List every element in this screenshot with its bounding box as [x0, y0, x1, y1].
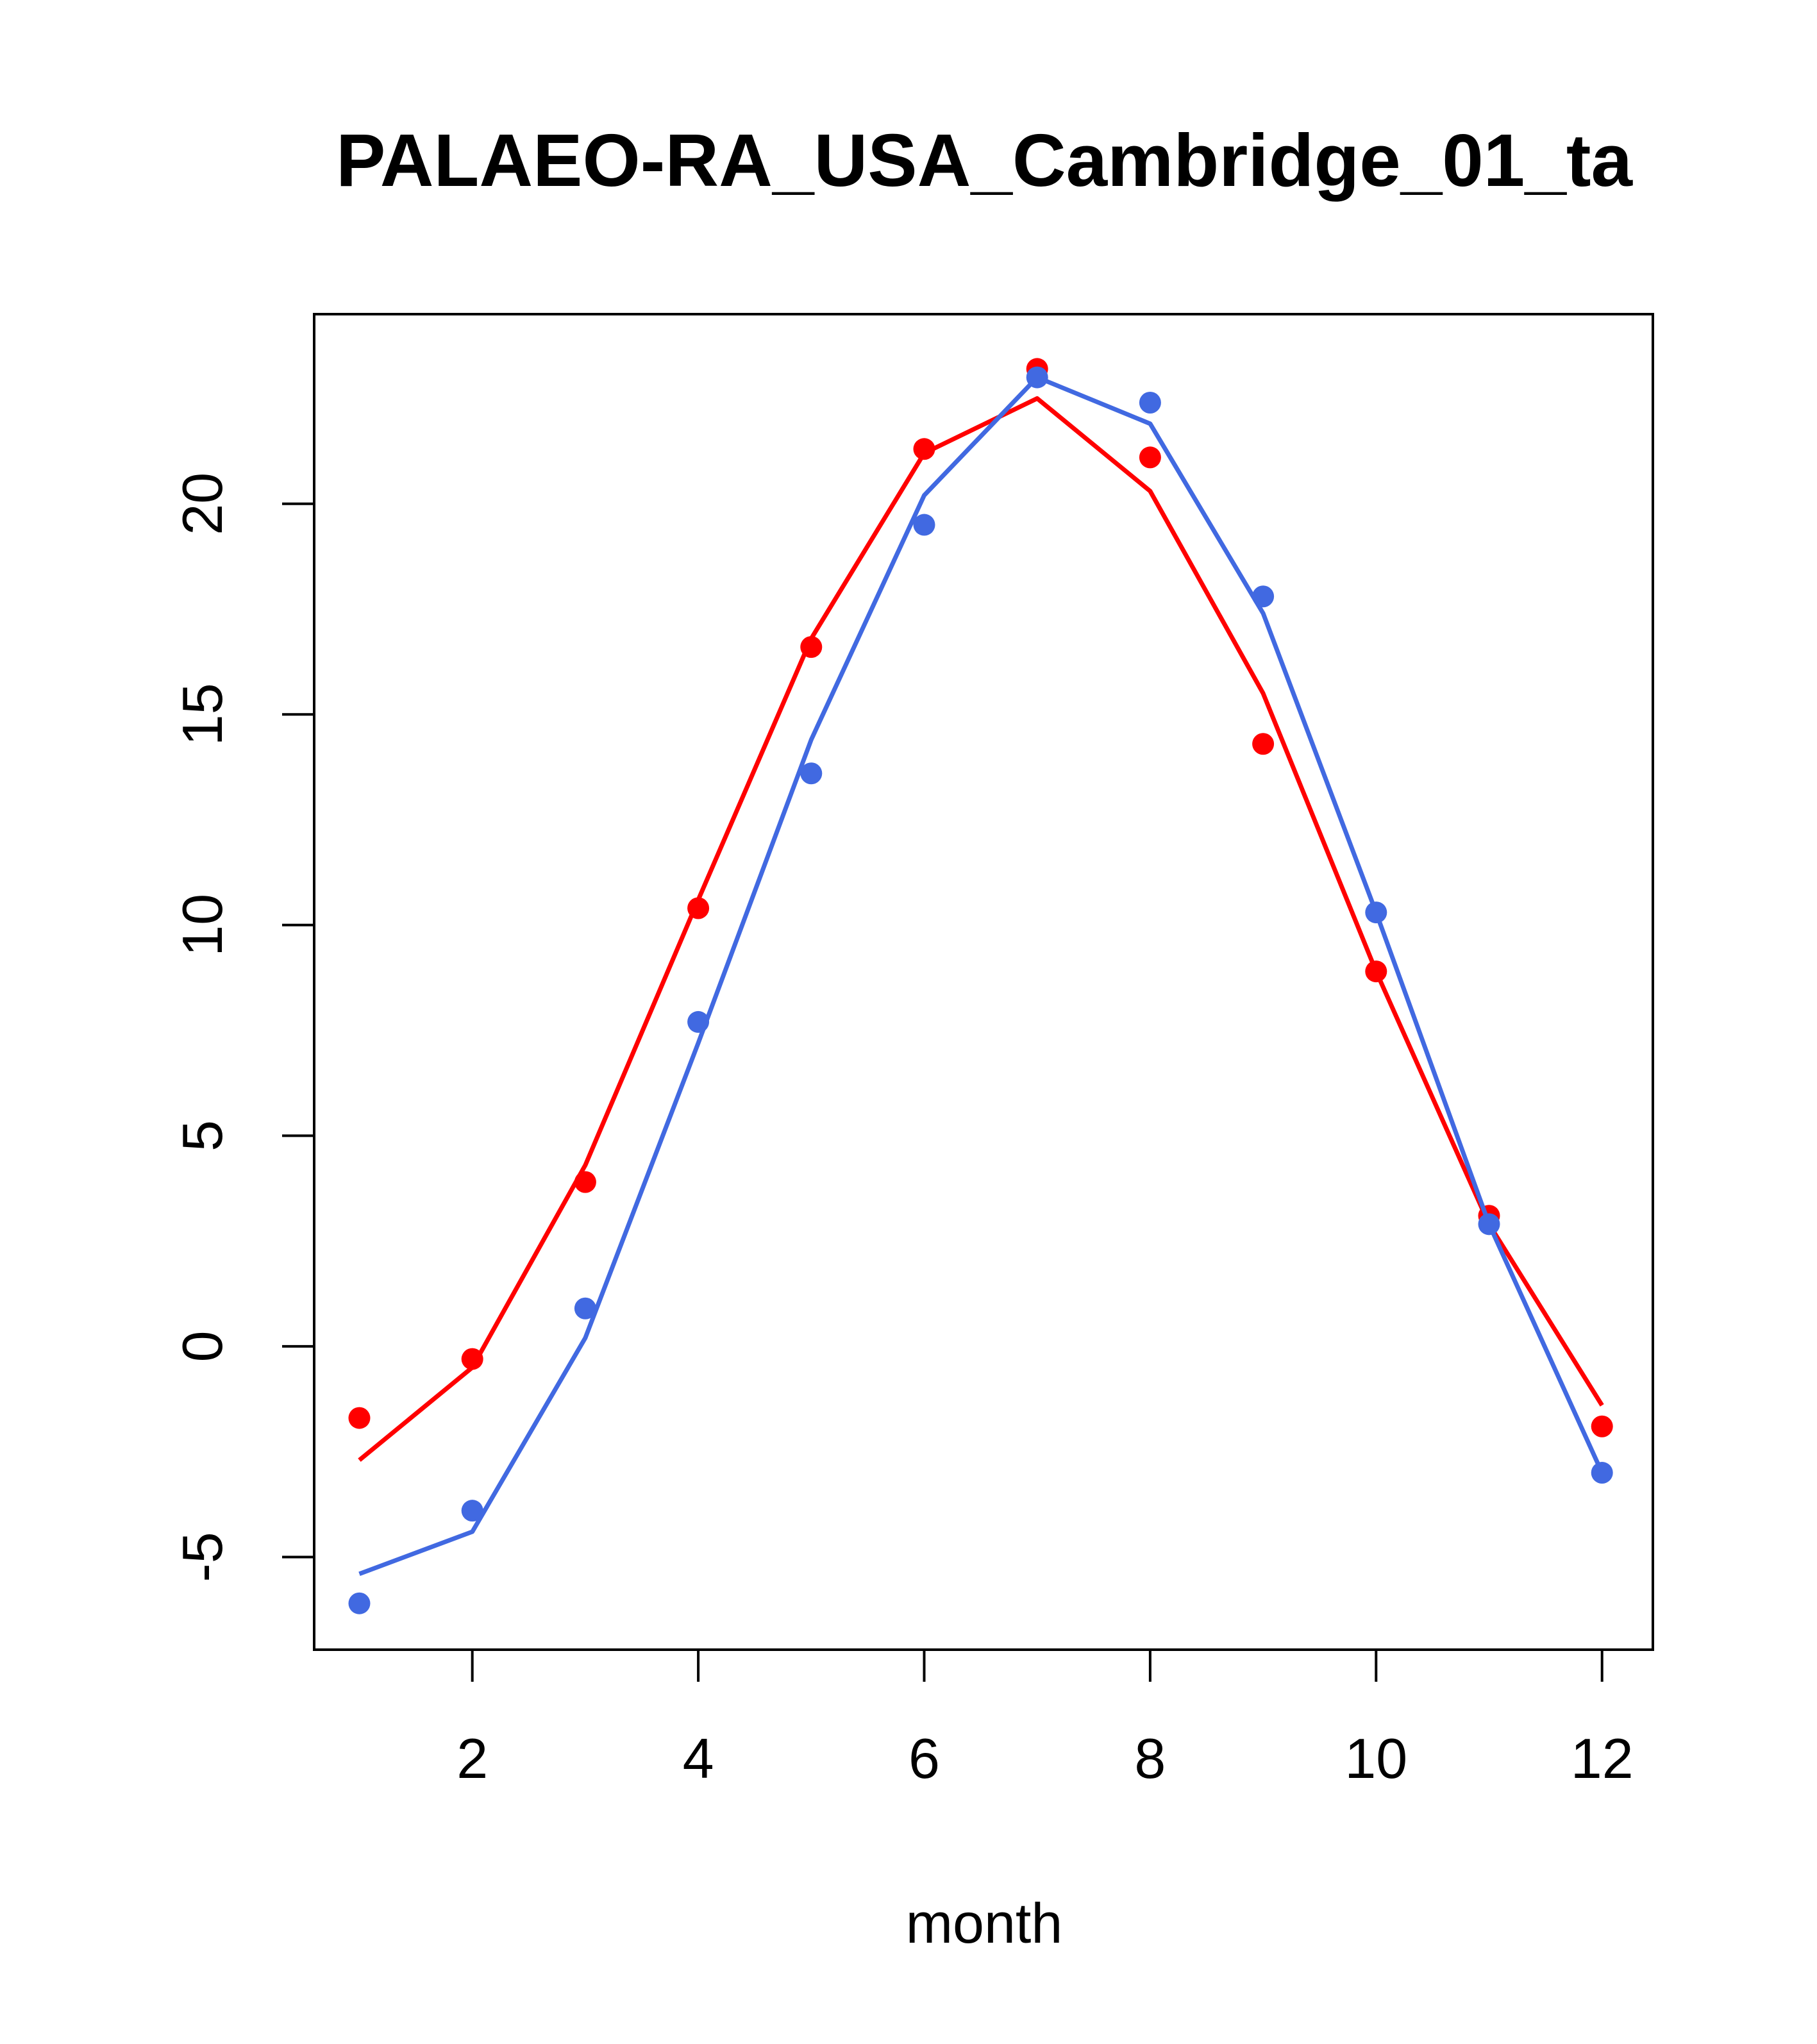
data-point — [1365, 960, 1387, 983]
y-tick-label: 15 — [171, 683, 234, 746]
series-1 — [348, 358, 1613, 1462]
data-point — [1252, 585, 1275, 608]
data-point — [687, 1010, 710, 1033]
data-point — [1026, 366, 1048, 389]
data-point — [1252, 733, 1275, 755]
data-point — [348, 1407, 371, 1429]
data-point — [461, 1348, 483, 1370]
y-axis: -5 0 5 10 15 20 — [171, 473, 315, 1582]
x-tick-label: 10 — [1344, 1727, 1407, 1790]
x-tick-label: 4 — [683, 1727, 714, 1790]
data-point — [800, 636, 823, 658]
data-point — [574, 1297, 596, 1319]
data-point — [687, 897, 710, 919]
data-point — [461, 1500, 483, 1522]
x-tick-label: 6 — [908, 1727, 940, 1790]
data-point — [913, 438, 935, 460]
data-point — [1591, 1462, 1613, 1484]
series-2 — [348, 366, 1613, 1614]
data-point — [800, 762, 823, 785]
data-point — [1478, 1213, 1500, 1236]
y-tick-label: 10 — [171, 894, 234, 957]
x-tick-label: 2 — [456, 1727, 488, 1790]
series-layer — [348, 358, 1613, 1614]
plot-frame — [313, 313, 1654, 1651]
data-point — [1365, 901, 1387, 924]
x-tick-label: 8 — [1134, 1727, 1166, 1790]
data-point — [1591, 1415, 1613, 1437]
x-axis: 2 4 6 8 10 12 — [456, 1648, 1634, 1790]
series-line — [358, 396, 1604, 1462]
y-tick-label: 20 — [171, 473, 234, 535]
data-point — [913, 514, 935, 536]
data-point — [1139, 446, 1161, 469]
x-tick-label: 12 — [1571, 1727, 1634, 1790]
data-point — [1139, 391, 1161, 414]
y-tick-label: -5 — [171, 1532, 234, 1582]
x-axis-label: month — [906, 1891, 1063, 1955]
chart-title: PALAEO-RA_USA_Cambridge_01_ta — [336, 119, 1633, 202]
data-point — [574, 1171, 596, 1193]
y-tick-label: 0 — [171, 1330, 234, 1362]
y-tick-label: 5 — [171, 1120, 234, 1152]
data-point — [348, 1592, 371, 1614]
series-line — [358, 375, 1604, 1577]
